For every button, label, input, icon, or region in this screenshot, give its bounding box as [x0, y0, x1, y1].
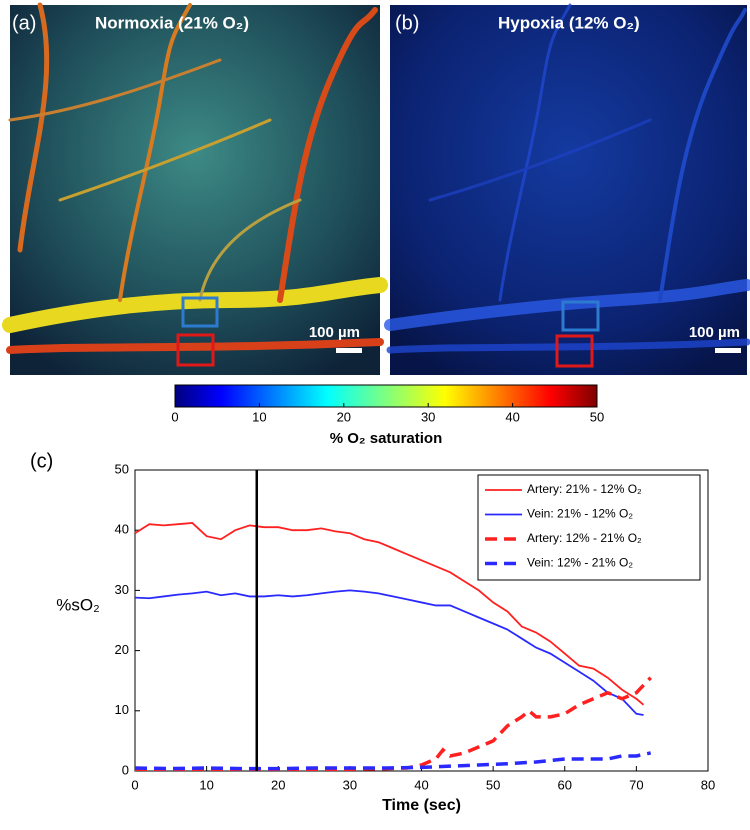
panel-a-image [10, 5, 380, 375]
x-tick-label: 0 [131, 777, 138, 792]
colorbar-tick-label: 0 [171, 409, 178, 424]
x-tick-label: 40 [414, 777, 428, 792]
panel-label: (c) [30, 450, 53, 472]
scale-bar-label: 100 µm [309, 324, 360, 341]
x-tick-label: 30 [343, 777, 357, 792]
x-tick-label: 80 [701, 777, 715, 792]
panel-b-image [390, 5, 747, 375]
x-tick-label: 70 [629, 777, 643, 792]
x-tick-label: 20 [271, 777, 285, 792]
y-tick-label: 40 [115, 522, 129, 537]
legend-label: Artery: 12% - 21% O₂ [527, 531, 642, 545]
panel-title: Hypoxia (12% O₂) [498, 13, 640, 32]
figure: (a) Normoxia (21% O₂) 100 µm (b) Hypoxia (12… [0, 0, 750, 825]
panel-title: Normoxia (21% O₂) [95, 13, 249, 32]
colorbar-tick-label: 20 [337, 409, 351, 424]
y-tick-label: 50 [115, 461, 129, 476]
colorbar [175, 385, 597, 407]
y-tick-label: 10 [115, 702, 129, 717]
y-tick-label: 30 [115, 582, 129, 597]
x-tick-label: 60 [558, 777, 572, 792]
y-axis-label: %sO₂ [56, 595, 99, 614]
y-tick-label: 0 [122, 762, 129, 777]
colorbar-tick-label: 30 [421, 409, 435, 424]
legend-label: Vein: 21% - 12% O₂ [527, 507, 633, 521]
colorbar-tick-label: 50 [590, 409, 604, 424]
panel-label: (a) [12, 12, 36, 34]
colorbar-tick-label: 10 [252, 409, 266, 424]
y-tick-label: 20 [115, 642, 129, 657]
x-tick-label: 10 [199, 777, 213, 792]
colorbar-tick-label: 40 [505, 409, 519, 424]
x-axis-label: Time (sec) [382, 797, 461, 814]
colorbar-label: % O₂ saturation [330, 430, 443, 447]
legend-label: Artery: 21% - 12% O₂ [527, 482, 642, 496]
x-tick-label: 50 [486, 777, 500, 792]
legend-label: Vein: 12% - 21% O₂ [527, 556, 633, 570]
panel-label: (b) [395, 12, 419, 34]
scale-bar-label: 100 µm [689, 324, 740, 341]
